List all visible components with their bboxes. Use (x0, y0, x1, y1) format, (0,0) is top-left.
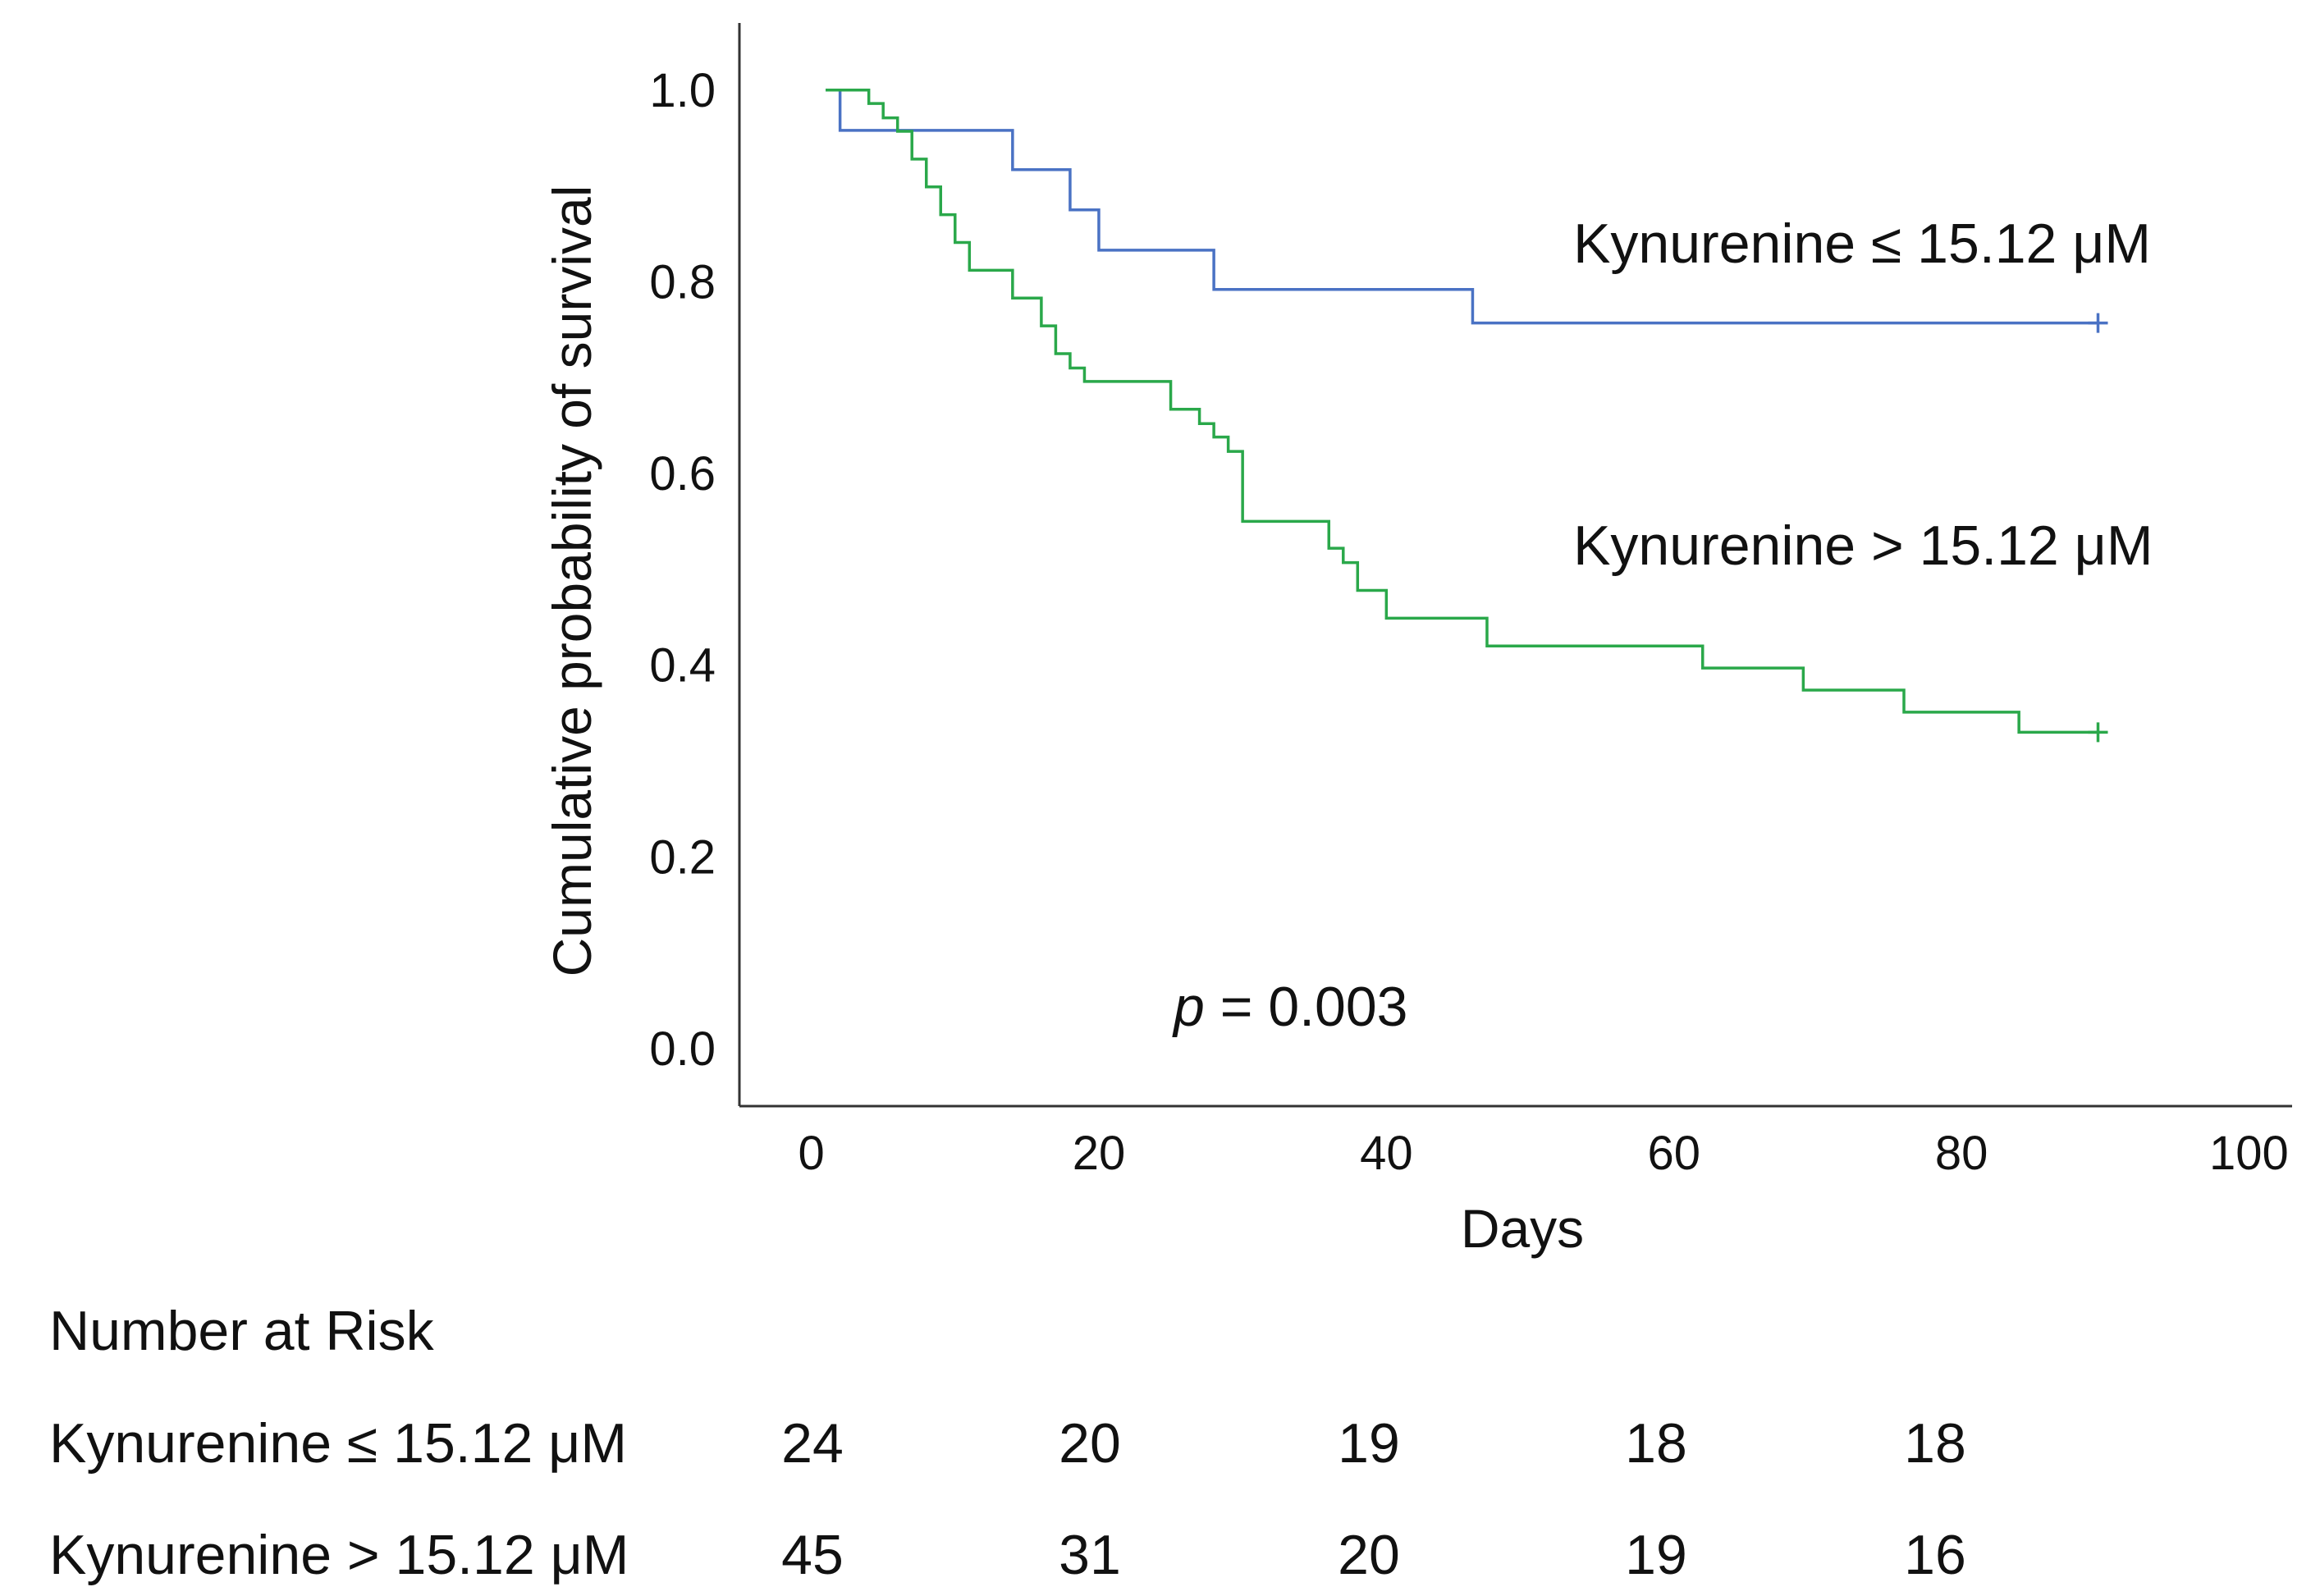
censor-mark (2088, 313, 2108, 333)
risk-cell: 20 (1338, 1524, 1400, 1586)
x-tick-label: 100 (2209, 1127, 2289, 1180)
y-tick-label: 0.6 (649, 447, 716, 501)
survival-curve-1 (826, 89, 2098, 325)
series-layer: Kynurenine ≤ 15.12 μM Kynurenine > 15.12 … (826, 89, 2153, 743)
risk-cell: 19 (1338, 1412, 1400, 1475)
p-value-annotation: p = 0.003 (1172, 976, 1408, 1038)
x-tick-label: 80 (1935, 1127, 1988, 1180)
x-tick-label: 60 (1647, 1127, 1700, 1180)
y-tick-label: 0.8 (649, 255, 716, 309)
y-axis-title: Cumulative probability of survival (542, 185, 602, 977)
survival-curve-2 (826, 89, 2098, 734)
x-tick-label: 0 (798, 1127, 824, 1180)
risk-cell: 18 (1625, 1412, 1687, 1475)
risk-cell: 19 (1625, 1524, 1687, 1586)
risk-cell: 45 (781, 1524, 844, 1586)
censor-mark (2088, 722, 2108, 743)
y-tick-label: 1.0 (649, 64, 716, 117)
y-tick-labels: 0.0 0.2 0.4 0.6 0.8 1.0 (649, 64, 716, 1076)
risk-row-label: Kynurenine ≤ 15.12 μM (49, 1412, 627, 1475)
risk-table-title: Number at Risk (49, 1300, 435, 1362)
risk-cell: 20 (1059, 1412, 1121, 1475)
risk-cell: 24 (781, 1412, 844, 1475)
x-tick-labels: 0 20 40 60 80 100 (798, 1127, 2288, 1180)
y-tick-label: 0.2 (649, 830, 716, 884)
p-value-text: = 0.003 (1205, 976, 1408, 1038)
series-label-2: Kynurenine > 15.12 μM (1573, 514, 2153, 577)
x-tick-label: 20 (1073, 1127, 1126, 1180)
p-value-symbol: p (1172, 976, 1205, 1038)
risk-row-label: Kynurenine > 15.12 μM (49, 1524, 629, 1586)
number-at-risk-table: Number at Risk Kynurenine ≤ 15.12 μM 24 20… (49, 1300, 1966, 1586)
x-tick-label: 40 (1360, 1127, 1413, 1180)
risk-cell: 18 (1904, 1412, 1966, 1475)
risk-cell: 16 (1904, 1524, 1966, 1586)
y-tick-label: 0.4 (649, 639, 716, 693)
x-axis-title: Days (1461, 1198, 1584, 1259)
risk-cell: 31 (1059, 1524, 1121, 1586)
series-label-1: Kynurenine ≤ 15.12 μM (1573, 213, 2151, 275)
y-tick-label: 0.0 (649, 1022, 716, 1076)
axes (738, 23, 2292, 1108)
